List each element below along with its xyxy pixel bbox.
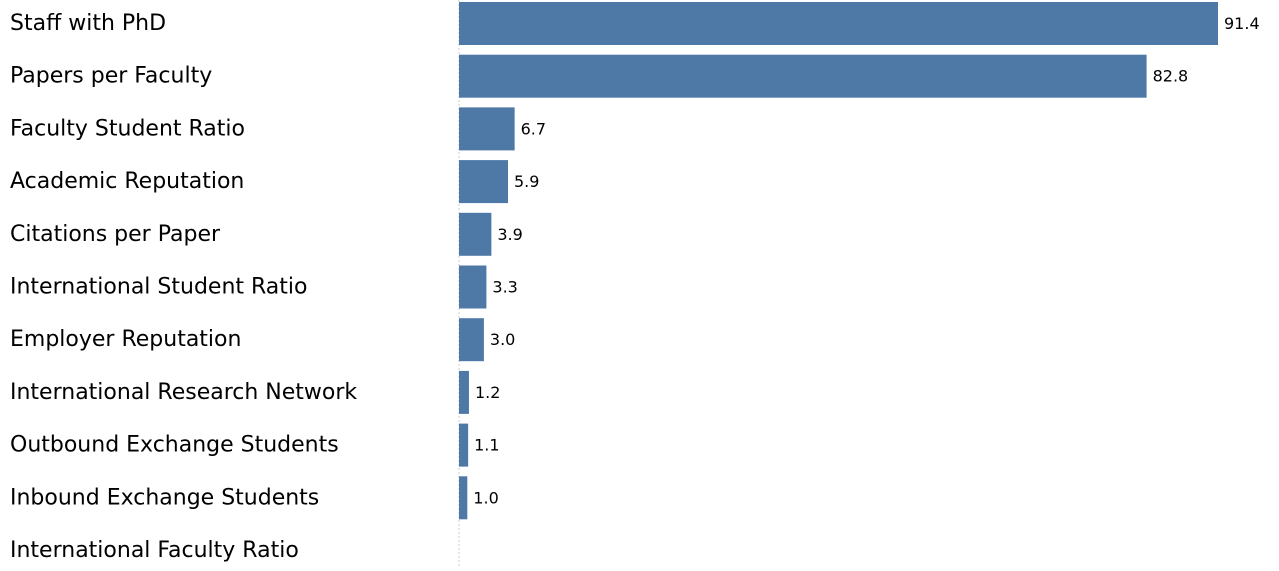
value-label: 1.1 — [474, 436, 499, 455]
value-label: 3.9 — [497, 225, 522, 244]
bar — [459, 318, 484, 362]
bar — [459, 107, 515, 151]
bar — [459, 370, 469, 414]
bar — [459, 160, 508, 204]
category-label: Papers per Faculty — [10, 64, 212, 89]
value-label: 5.9 — [514, 172, 539, 191]
category-label: Staff with PhD — [10, 11, 166, 36]
category-label: Outbound Exchange Students — [10, 433, 339, 458]
bar — [459, 476, 468, 520]
value-label: 6.7 — [521, 119, 546, 138]
category-label: Citations per Paper — [10, 222, 221, 247]
value-label: 1.2 — [475, 383, 500, 402]
category-label: International Student Ratio — [10, 275, 307, 300]
value-label: 91.4 — [1224, 14, 1260, 33]
category-label: International Faculty Ratio — [10, 538, 299, 563]
bar — [459, 212, 492, 256]
bars — [459, 2, 1218, 520]
bar — [459, 2, 1218, 45]
value-label: 1.0 — [473, 488, 498, 507]
bar — [459, 423, 469, 467]
category-label: International Research Network — [10, 380, 357, 405]
category-label: Academic Reputation — [10, 169, 244, 194]
value-label: 3.3 — [492, 278, 517, 297]
category-label: Faculty Student Ratio — [10, 116, 245, 141]
bar — [459, 265, 487, 309]
category-label: Employer Reputation — [10, 327, 241, 352]
bar — [459, 54, 1147, 98]
value-label: 82.8 — [1153, 67, 1189, 86]
value-labels: 91.4 82.8 6.7 5.9 3.9 3.3 3.0 1.2 1.1 1.0 — [473, 14, 1259, 507]
value-label: 3.0 — [490, 330, 515, 349]
category-labels: Staff with PhD Papers per Faculty Faculty … — [10, 11, 357, 563]
category-label: Inbound Exchange Students — [10, 485, 319, 510]
